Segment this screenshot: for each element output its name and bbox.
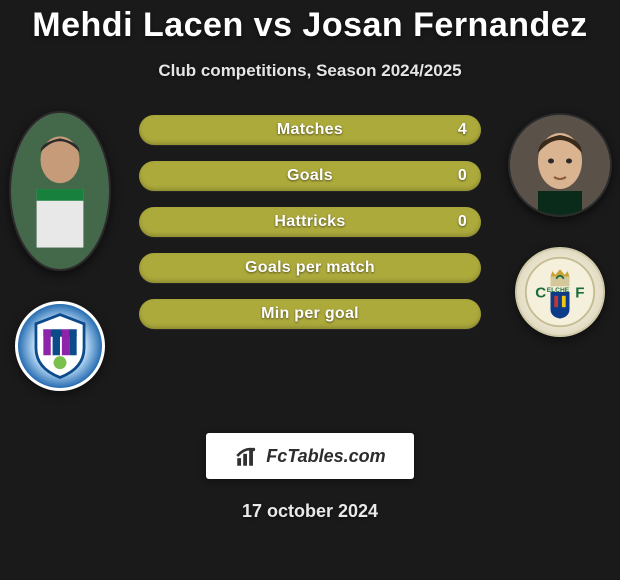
stat-right-value: 0 <box>458 167 467 185</box>
page-title: Mehdi Lacen vs Josan Fernandez <box>32 6 587 45</box>
stat-right-value: 0 <box>458 213 467 231</box>
stat-label: Goals per match <box>245 259 375 277</box>
brand-prefix: Fc <box>266 446 287 466</box>
right-player-avatar <box>508 113 612 217</box>
stat-bar-gpm: Goals per match <box>139 253 481 283</box>
date-text: 17 october 2024 <box>242 501 378 522</box>
brand-text: FcTables.com <box>266 446 385 467</box>
svg-text:ELCHE: ELCHE <box>547 287 570 294</box>
stat-right-value: 4 <box>458 121 467 139</box>
stat-bar-hattricks: Hattricks 0 <box>139 207 481 237</box>
brand-box: FcTables.com <box>206 433 414 479</box>
right-player-column: C F ELCHE <box>501 109 620 337</box>
right-club-badge: C F ELCHE <box>515 247 605 337</box>
stat-bars: Matches 4 Goals 0 Hattricks 0 Goals per … <box>139 109 481 329</box>
brand-chart-icon <box>234 443 260 469</box>
svg-text:F: F <box>576 285 585 302</box>
left-player-avatar <box>9 111 111 271</box>
stat-label: Min per goal <box>261 305 359 323</box>
comparison-row: Matches 4 Goals 0 Hattricks 0 Goals per … <box>0 109 620 391</box>
stat-bar-goals: Goals 0 <box>139 161 481 191</box>
subtitle: Club competitions, Season 2024/2025 <box>158 61 461 81</box>
stat-bar-mpg: Min per goal <box>139 299 481 329</box>
stat-label: Hattricks <box>274 213 345 231</box>
stat-label: Matches <box>277 121 343 139</box>
brand-suffix: Tables.com <box>287 446 385 466</box>
stat-label: Goals <box>287 167 333 185</box>
left-club-badge <box>15 301 105 391</box>
svg-text:C: C <box>536 285 547 302</box>
stat-bar-matches: Matches 4 <box>139 115 481 145</box>
left-player-column <box>0 109 119 391</box>
